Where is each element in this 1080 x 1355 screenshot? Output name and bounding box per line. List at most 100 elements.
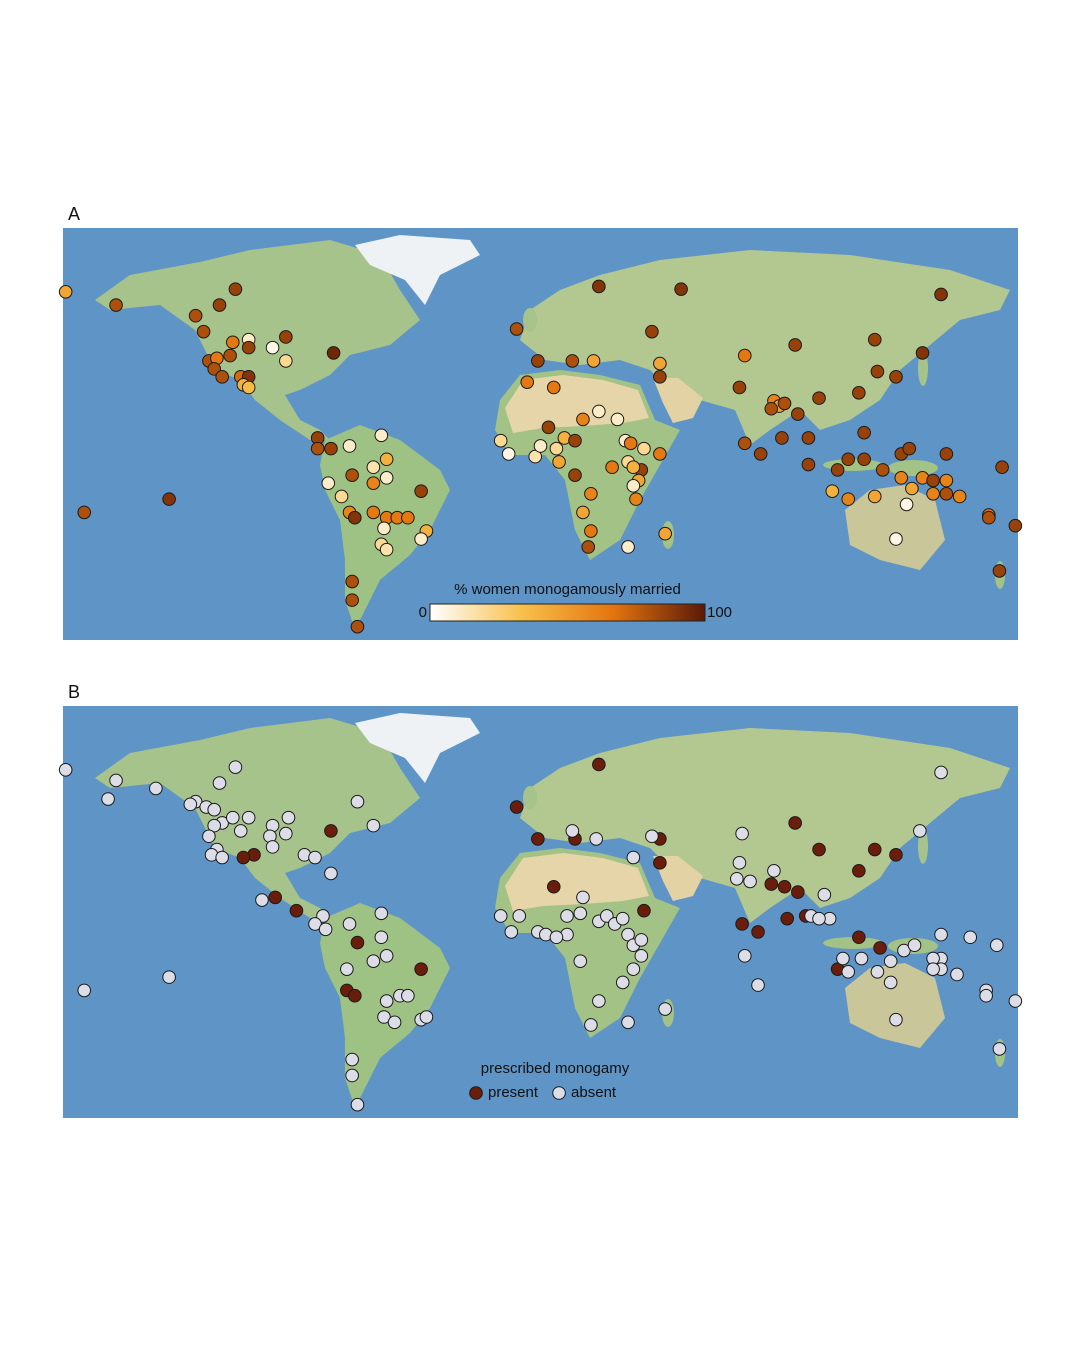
site-marker (207, 362, 222, 376)
site-marker (586, 354, 601, 368)
site-marker (268, 890, 283, 905)
site-marker (533, 439, 548, 453)
site-marker (374, 930, 389, 945)
panel-label: A (68, 204, 80, 224)
site-marker (854, 951, 869, 966)
site-marker (600, 909, 614, 923)
site-marker (584, 1018, 598, 1032)
site-marker (318, 922, 333, 937)
site-marker (109, 773, 123, 788)
site-marker (345, 1052, 359, 1067)
site-marker (377, 521, 391, 536)
site-marker (791, 407, 805, 421)
site-marker (281, 810, 296, 825)
site-marker (77, 983, 92, 998)
site-marker (576, 505, 590, 520)
site-marker (605, 460, 619, 475)
site-marker (939, 473, 954, 488)
site-marker (952, 489, 967, 504)
site-marker (637, 441, 651, 456)
site-marker (236, 850, 251, 865)
site-marker (401, 510, 415, 525)
site-marker (737, 436, 752, 451)
site-marker (560, 909, 574, 923)
site-marker (615, 975, 630, 990)
site-marker (324, 441, 338, 456)
site-marker (653, 370, 667, 384)
site-marker (215, 850, 229, 865)
site-marker (509, 322, 524, 336)
site-marker (326, 346, 341, 360)
site-marker (345, 1068, 359, 1083)
site-marker (310, 441, 325, 456)
site-marker (196, 324, 211, 339)
site-marker (493, 433, 508, 448)
site-marker (568, 433, 582, 448)
site-marker (743, 874, 757, 889)
site-marker (926, 473, 940, 488)
site-marker (780, 911, 795, 926)
site-marker (623, 436, 638, 451)
site-marker (324, 866, 338, 881)
site-marker (350, 1097, 365, 1112)
site-marker (626, 460, 641, 475)
site-marker (992, 1042, 1007, 1056)
site-marker (889, 1012, 903, 1027)
site-marker (674, 282, 688, 296)
site-marker (162, 970, 176, 984)
site-marker (767, 864, 781, 878)
site-marker (565, 354, 580, 368)
colorbar-tick-label: 0 (419, 604, 427, 621)
site-marker (615, 911, 630, 926)
site-marker (350, 619, 365, 634)
site-marker (1008, 518, 1023, 533)
site-marker (653, 356, 667, 371)
site-marker (546, 879, 561, 894)
site-marker (626, 850, 641, 865)
site-marker (658, 526, 672, 541)
site-marker (77, 505, 92, 520)
site-marker (101, 792, 115, 806)
site-marker (340, 962, 354, 976)
site-marker (791, 885, 805, 899)
site-marker (857, 425, 871, 440)
site-marker (764, 401, 779, 416)
site-marker (889, 848, 903, 862)
site-marker (812, 911, 826, 926)
site-marker (841, 452, 856, 467)
site-marker (374, 906, 389, 921)
site-marker (241, 810, 256, 825)
site-marker (801, 457, 816, 472)
site-marker (907, 938, 922, 953)
site-marker (905, 481, 919, 496)
site-marker (228, 760, 243, 774)
site-marker (379, 542, 394, 557)
site-marker (366, 505, 381, 520)
site-marker (228, 282, 243, 296)
site-marker (350, 935, 365, 950)
site-marker (645, 829, 659, 844)
site-marker (902, 441, 917, 456)
site-marker (801, 431, 816, 445)
site-marker (867, 842, 882, 857)
site-marker (279, 354, 293, 368)
site-marker (894, 471, 909, 485)
site-marker (149, 781, 163, 796)
site-marker (737, 949, 752, 963)
site-marker (212, 776, 227, 790)
site-marker (183, 797, 198, 812)
site-marker (592, 757, 606, 772)
site-marker (870, 364, 885, 379)
site-marker (751, 978, 765, 992)
site-marker (414, 484, 428, 498)
site-marker (852, 386, 866, 400)
site-marker (730, 871, 744, 886)
site-marker (279, 826, 293, 841)
site-marker (621, 1015, 635, 1030)
site-marker (576, 890, 590, 905)
site-marker (950, 967, 964, 982)
site-marker (377, 1010, 391, 1024)
site-marker (316, 909, 330, 923)
site-marker (788, 338, 802, 352)
